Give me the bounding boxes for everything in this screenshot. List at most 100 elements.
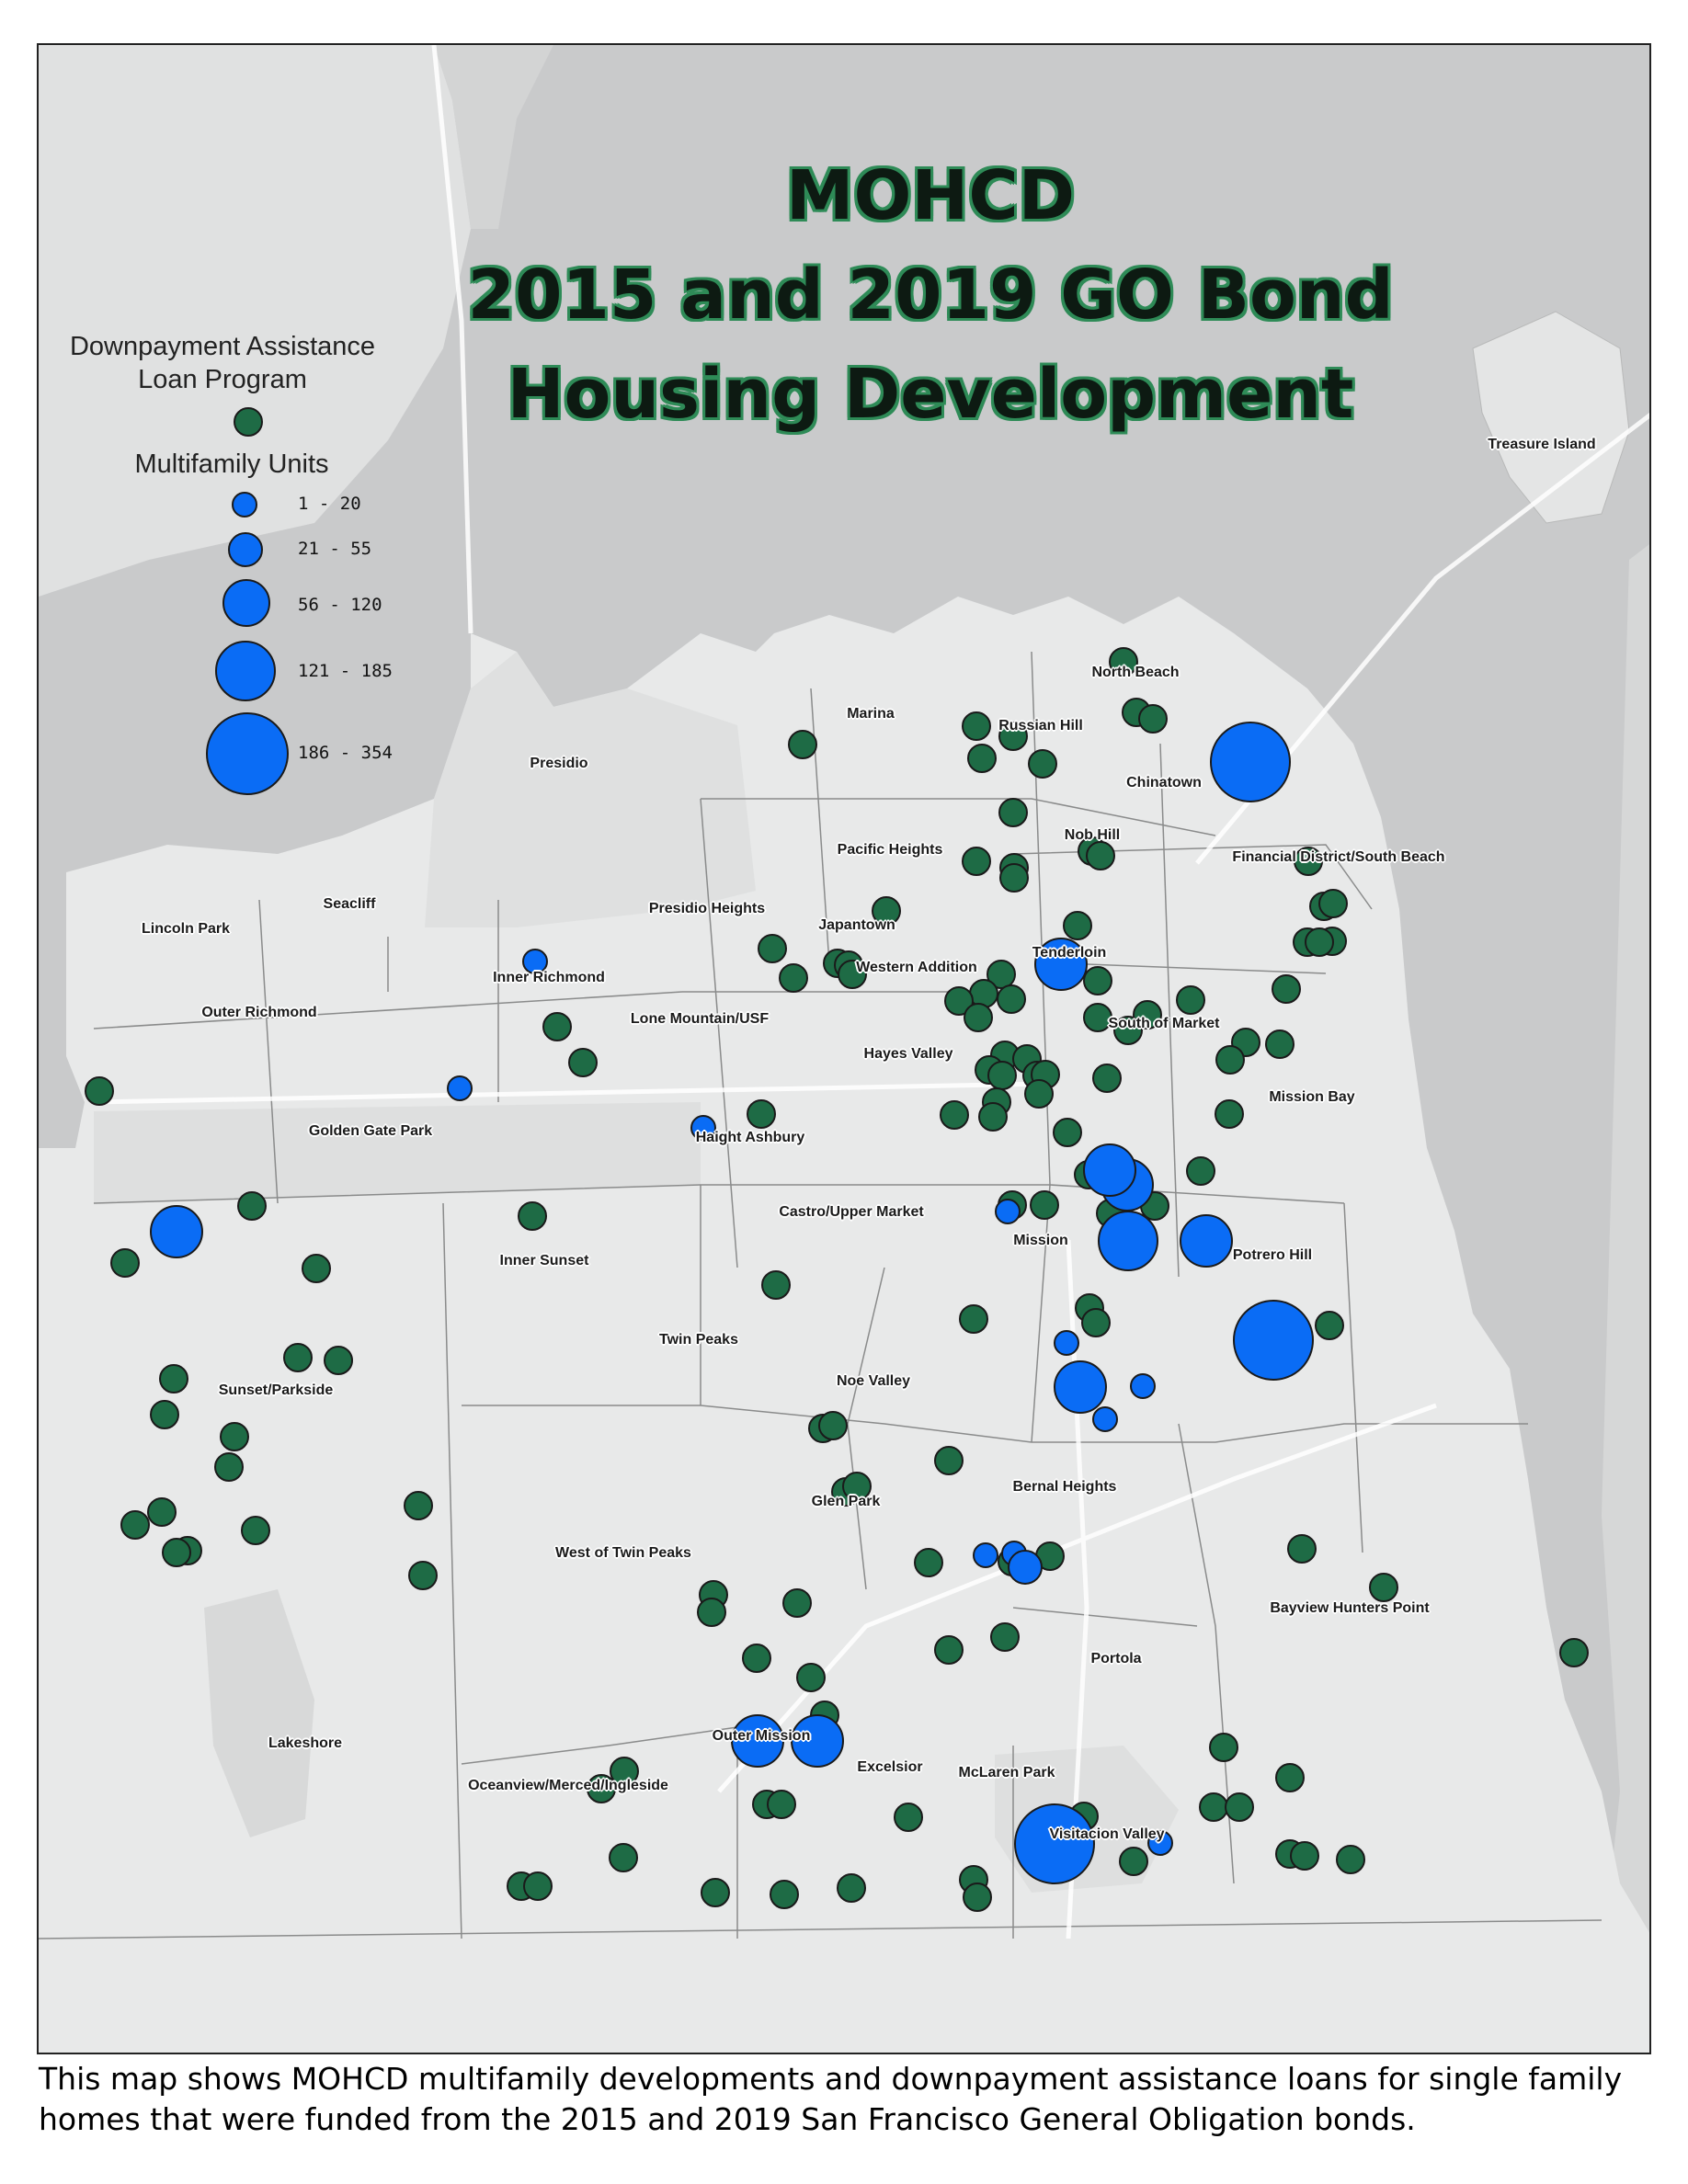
dpa-loan-marker[interactable] xyxy=(894,1803,923,1832)
dpa-loan-marker[interactable] xyxy=(1138,704,1168,734)
dpa-loan-marker[interactable] xyxy=(1318,889,1348,918)
dpa-loan-marker[interactable] xyxy=(1186,1156,1215,1186)
dpa-loan-marker[interactable] xyxy=(523,1871,553,1901)
dpa-loan-marker[interactable] xyxy=(1294,847,1323,876)
dpa-loan-marker[interactable] xyxy=(964,1003,993,1032)
multifamily-marker[interactable] xyxy=(731,1714,784,1768)
dpa-loan-marker[interactable] xyxy=(1119,1847,1148,1876)
dpa-loan-marker[interactable] xyxy=(842,1472,872,1501)
dpa-loan-marker[interactable] xyxy=(237,1191,267,1221)
dpa-loan-marker[interactable] xyxy=(818,1411,848,1440)
multifamily-marker[interactable] xyxy=(1233,1300,1314,1381)
dpa-loan-marker[interactable] xyxy=(1053,1118,1082,1147)
dpa-loan-marker[interactable] xyxy=(1225,1792,1254,1822)
dpa-loan-marker[interactable] xyxy=(742,1644,771,1673)
multifamily-marker[interactable] xyxy=(1034,938,1088,991)
dpa-loan-marker[interactable] xyxy=(283,1343,313,1372)
multifamily-marker[interactable] xyxy=(447,1075,473,1101)
dpa-loan-marker[interactable] xyxy=(837,1873,866,1903)
dpa-loan-marker[interactable] xyxy=(962,847,991,876)
dpa-loan-marker[interactable] xyxy=(758,934,787,963)
dpa-loan-marker[interactable] xyxy=(542,1012,572,1041)
dpa-loan-marker[interactable] xyxy=(838,960,867,989)
dpa-loan-marker[interactable] xyxy=(1315,1311,1344,1340)
dpa-loan-marker[interactable] xyxy=(518,1201,547,1231)
multifamily-marker[interactable] xyxy=(1130,1373,1156,1399)
map-canvas[interactable] xyxy=(39,45,1651,2054)
dpa-loan-marker[interactable] xyxy=(408,1561,438,1590)
multifamily-marker[interactable] xyxy=(1098,1211,1158,1271)
dpa-loan-marker[interactable] xyxy=(241,1516,270,1545)
multifamily-marker[interactable] xyxy=(1210,722,1291,802)
dpa-loan-marker[interactable] xyxy=(1305,927,1334,957)
dpa-loan-marker[interactable] xyxy=(150,1400,179,1429)
dpa-loan-marker[interactable] xyxy=(1369,1573,1398,1602)
dpa-loan-marker[interactable] xyxy=(959,1304,988,1334)
dpa-loan-marker[interactable] xyxy=(940,1100,969,1130)
dpa-loan-marker[interactable] xyxy=(404,1491,433,1520)
dpa-loan-marker[interactable] xyxy=(1176,985,1205,1015)
multifamily-marker[interactable] xyxy=(791,1714,844,1768)
dpa-loan-marker[interactable] xyxy=(978,1102,1008,1132)
dpa-loan-marker[interactable] xyxy=(1209,1733,1238,1762)
dpa-loan-marker[interactable] xyxy=(761,1270,791,1300)
multifamily-marker[interactable] xyxy=(522,949,548,974)
dpa-loan-marker[interactable] xyxy=(962,711,991,741)
dpa-loan-marker[interactable] xyxy=(934,1446,964,1475)
dpa-loan-marker[interactable] xyxy=(782,1588,812,1618)
dpa-loan-marker[interactable] xyxy=(767,1790,796,1819)
dpa-loan-marker[interactable] xyxy=(967,744,997,773)
dpa-loan-marker[interactable] xyxy=(872,896,901,926)
dpa-loan-marker[interactable] xyxy=(1287,1534,1317,1564)
dpa-loan-marker[interactable] xyxy=(779,963,808,993)
multifamily-marker[interactable] xyxy=(150,1205,203,1258)
dpa-loan-marker[interactable] xyxy=(120,1510,150,1540)
multifamily-marker[interactable] xyxy=(1054,1330,1079,1356)
dpa-loan-marker[interactable] xyxy=(147,1497,177,1527)
dpa-loan-marker[interactable] xyxy=(1113,1016,1143,1045)
dpa-loan-marker[interactable] xyxy=(85,1076,114,1106)
dpa-loan-marker[interactable] xyxy=(788,730,817,759)
dpa-loan-marker[interactable] xyxy=(220,1422,249,1451)
dpa-loan-marker[interactable] xyxy=(1030,1190,1059,1220)
dpa-loan-marker[interactable] xyxy=(987,1061,1017,1090)
dpa-loan-marker[interactable] xyxy=(1109,647,1138,677)
dpa-loan-marker[interactable] xyxy=(587,1774,616,1803)
dpa-loan-marker[interactable] xyxy=(1215,1099,1244,1129)
dpa-loan-marker[interactable] xyxy=(568,1048,598,1077)
multifamily-marker[interactable] xyxy=(1147,1830,1173,1856)
multifamily-marker[interactable] xyxy=(995,1199,1021,1224)
dpa-loan-marker[interactable] xyxy=(999,863,1029,893)
multifamily-marker[interactable] xyxy=(1054,1360,1107,1414)
multifamily-marker[interactable] xyxy=(1092,1406,1118,1432)
dpa-loan-marker[interactable] xyxy=(770,1880,799,1909)
dpa-loan-marker[interactable] xyxy=(1290,1841,1319,1871)
dpa-loan-marker[interactable] xyxy=(697,1598,726,1627)
dpa-loan-marker[interactable] xyxy=(990,1622,1020,1652)
dpa-loan-marker[interactable] xyxy=(162,1538,191,1567)
multifamily-marker[interactable] xyxy=(1180,1214,1233,1268)
dpa-loan-marker[interactable] xyxy=(1092,1064,1122,1093)
dpa-loan-marker[interactable] xyxy=(1083,966,1112,995)
dpa-loan-marker[interactable] xyxy=(110,1248,140,1278)
dpa-loan-marker[interactable] xyxy=(1081,1308,1111,1337)
dpa-loan-marker[interactable] xyxy=(963,1883,992,1912)
multifamily-marker[interactable] xyxy=(690,1115,716,1141)
dpa-loan-marker[interactable] xyxy=(997,984,1026,1014)
dpa-loan-marker[interactable] xyxy=(747,1099,776,1129)
dpa-loan-marker[interactable] xyxy=(1063,911,1092,940)
dpa-loan-marker[interactable] xyxy=(701,1878,730,1907)
dpa-loan-marker[interactable] xyxy=(159,1364,188,1393)
dpa-loan-marker[interactable] xyxy=(1086,841,1115,870)
dpa-loan-marker[interactable] xyxy=(1024,1079,1054,1109)
dpa-loan-marker[interactable] xyxy=(934,1635,964,1665)
multifamily-marker[interactable] xyxy=(1014,1803,1095,1884)
multifamily-marker[interactable] xyxy=(973,1542,998,1568)
dpa-loan-marker[interactable] xyxy=(796,1663,826,1692)
dpa-loan-marker[interactable] xyxy=(998,722,1028,751)
dpa-loan-marker[interactable] xyxy=(214,1452,244,1482)
dpa-loan-marker[interactable] xyxy=(998,798,1028,827)
dpa-loan-marker[interactable] xyxy=(1559,1638,1589,1667)
dpa-loan-marker[interactable] xyxy=(1215,1045,1245,1075)
dpa-loan-marker[interactable] xyxy=(914,1548,943,1577)
